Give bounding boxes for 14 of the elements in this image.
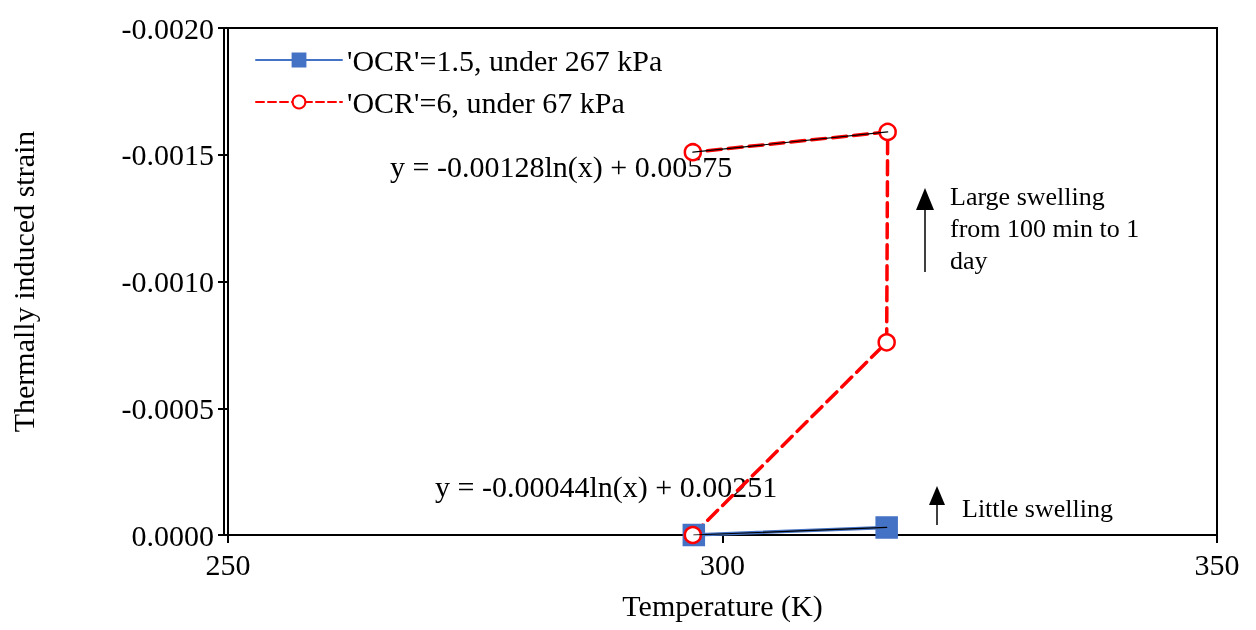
x-tick-label: 300 (700, 547, 745, 581)
x-axis-title: Temperature (K) (622, 588, 823, 623)
x-tick-label: 350 (1194, 547, 1240, 581)
legend-label: 'OCR'=1.5, under 267 kPa (347, 43, 663, 77)
annotation: Little swelling (962, 493, 1113, 523)
annotation: y = -0.00128ln(x) + 0.00575 (390, 149, 733, 184)
y-tick-label: -0.0015 (121, 138, 214, 172)
y-tick-label: -0.0020 (121, 11, 214, 45)
annotation: y = -0.00044ln(x) + 0.00251 (435, 469, 778, 504)
legend-label: 'OCR'=6, under 67 kPa (347, 85, 625, 119)
y-tick-label: -0.0005 (121, 391, 214, 425)
annotation: Large swelling from 100 min to 1 day (950, 181, 1140, 275)
y-axis-title: Thermally induced strain (6, 130, 40, 433)
y-tick-label: -0.0010 (121, 265, 214, 298)
